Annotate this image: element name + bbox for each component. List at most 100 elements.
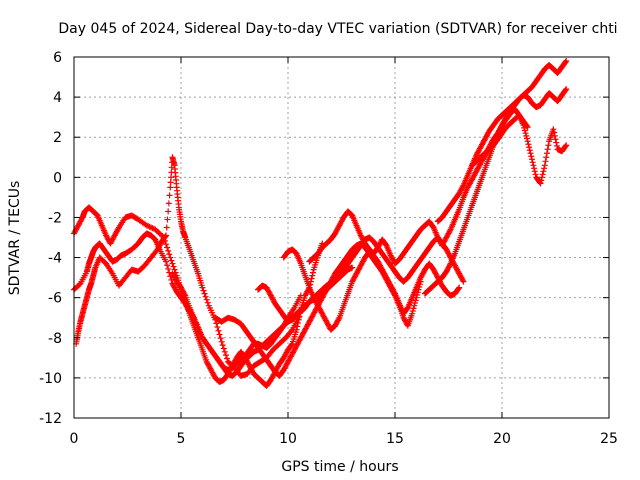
data-point [446, 261, 453, 268]
series-layer [71, 58, 570, 389]
data-point [460, 278, 467, 285]
data-point [531, 165, 538, 172]
x-tick-label: 20 [493, 431, 511, 447]
data-point [293, 326, 300, 333]
data-point [551, 129, 558, 136]
data-point [540, 168, 547, 175]
series-track-9 [421, 86, 570, 297]
data-point [221, 348, 228, 355]
data-point [168, 257, 175, 264]
data-point [538, 177, 545, 184]
data-point [412, 297, 419, 304]
data-point [214, 324, 221, 331]
data-point [524, 124, 531, 131]
data-point [288, 328, 295, 335]
data-point [525, 141, 532, 148]
data-point [562, 143, 569, 150]
data-point [161, 237, 168, 244]
data-point [527, 150, 534, 157]
data-point [166, 269, 173, 276]
data-point [201, 290, 208, 297]
data-point [309, 272, 316, 279]
data-point [218, 338, 225, 345]
data-point [446, 227, 453, 234]
x-tick-label: 15 [386, 431, 404, 447]
data-point [216, 331, 223, 338]
data-point [562, 87, 569, 94]
y-tick-label: -10 [39, 371, 62, 387]
x-tick-label: 25 [600, 431, 618, 447]
data-point [553, 142, 560, 149]
data-point [411, 302, 418, 309]
data-point [543, 154, 550, 161]
series-track-6 [255, 234, 467, 325]
data-point [409, 308, 416, 315]
data-point [539, 171, 546, 178]
data-point [459, 183, 466, 190]
y-tick-label: 2 [53, 130, 62, 146]
data-point [521, 127, 528, 134]
data-point [166, 192, 173, 199]
data-point [563, 142, 570, 149]
data-point [521, 124, 528, 131]
data-point [530, 162, 537, 169]
data-point [165, 200, 172, 207]
data-point [562, 59, 569, 66]
data-point [522, 130, 529, 137]
x-tick-label: 10 [279, 431, 297, 447]
data-point [391, 289, 398, 296]
data-point [456, 284, 463, 291]
data-point [213, 320, 220, 327]
data-point [455, 285, 462, 292]
data-point [309, 269, 316, 276]
data-point [528, 156, 535, 163]
data-point [220, 345, 227, 352]
data-point [217, 335, 224, 342]
series-track-2 [73, 154, 302, 379]
data-point [167, 179, 174, 186]
y-tick-label: 6 [53, 50, 62, 66]
data-point [537, 180, 544, 187]
data-point [202, 293, 209, 300]
data-point [181, 291, 188, 298]
y-tick-label: -2 [48, 210, 62, 226]
data-point [168, 174, 175, 181]
data-point [526, 147, 533, 154]
data-point [167, 184, 174, 191]
data-point [294, 320, 301, 327]
data-point [164, 244, 171, 251]
data-point [543, 150, 550, 157]
data-point [526, 144, 533, 151]
data-point [410, 305, 417, 312]
data-point [169, 260, 176, 267]
y-tick-label: -8 [48, 331, 62, 347]
x-axis-label: GPS time / hours [281, 459, 398, 475]
data-point [203, 296, 210, 303]
data-point [215, 327, 222, 334]
x-tick-label: 5 [177, 431, 186, 447]
data-point [545, 142, 552, 149]
series-track-8 [306, 106, 531, 267]
data-point [163, 241, 170, 248]
data-point [523, 132, 530, 139]
data-point [164, 262, 171, 269]
data-point [171, 266, 178, 273]
tick-layer: -12 -10 -8 -6 -4 -2 0 2 4 6 0 5 10 15 20 25 [39, 50, 618, 447]
data-point [165, 247, 172, 254]
data-point [563, 58, 570, 65]
data-point [520, 122, 527, 129]
data-point [222, 352, 229, 359]
data-point [552, 136, 559, 143]
data-point [288, 341, 295, 348]
data-point [459, 277, 466, 284]
series-track-7 [280, 246, 463, 333]
data-point [219, 342, 226, 349]
data-point [200, 287, 207, 294]
data-point [550, 126, 557, 133]
data-point [170, 263, 177, 270]
data-point [551, 132, 558, 139]
data-point [524, 138, 531, 145]
data-point [166, 251, 173, 258]
data-point [76, 281, 83, 288]
